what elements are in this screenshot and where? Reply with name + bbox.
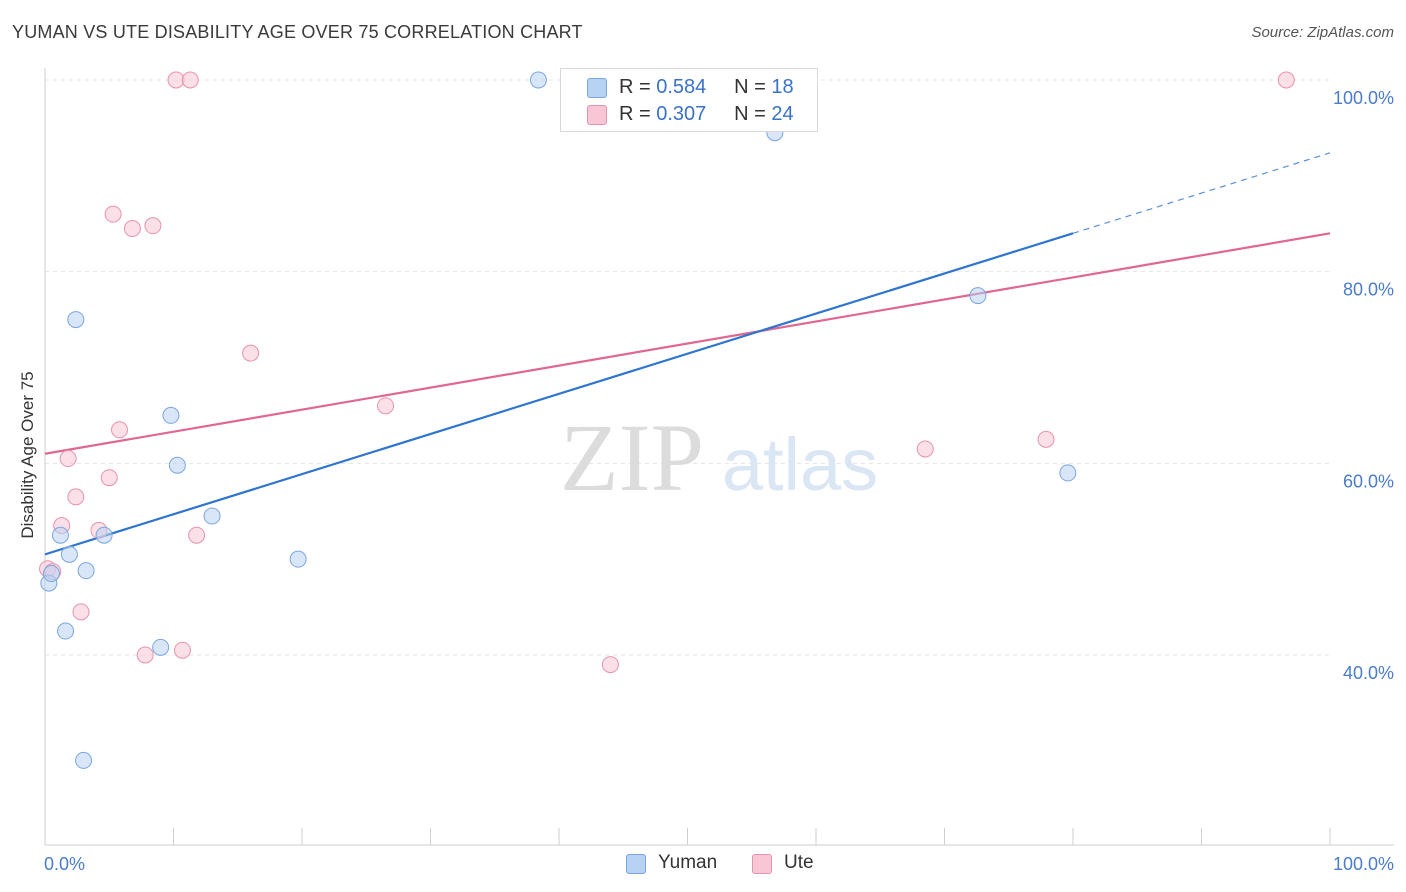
yuman-point-6 [75, 751, 93, 769]
yuman-r-value: 0.584 [656, 76, 707, 98]
yuman-point-8 [95, 526, 113, 544]
n-label: N = [734, 103, 766, 125]
yuman-point-5 [67, 311, 85, 329]
yuman-trend-line [44, 232, 1074, 556]
ute-point-5 [72, 603, 90, 621]
n-label: N = [734, 76, 766, 98]
yuman-point-2 [51, 526, 69, 544]
ute-point-12 [144, 217, 162, 235]
yuman-point-1 [42, 565, 60, 583]
ute-point-14 [173, 641, 191, 659]
source-credit: Source: ZipAtlas.com [1251, 24, 1394, 41]
ute-point-9 [111, 421, 129, 439]
y-tick-label-3: 100.0% [1333, 88, 1394, 108]
ute-point-17 [242, 344, 260, 362]
tick-labels: 40.0% 60.0% 80.0% 100.0% 0.0% 100.0% [44, 88, 1394, 874]
watermark-zip: ZIP [560, 404, 704, 511]
ute-point-18 [377, 397, 395, 415]
ute-r-value: 0.307 [656, 103, 707, 125]
yuman-point-9 [152, 638, 170, 656]
y-axis-label: Disability Age Over 75 [18, 371, 37, 538]
ute-n-value: 24 [771, 103, 794, 125]
watermark-atlas: atlas [722, 423, 878, 506]
yuman-point-3 [57, 622, 75, 640]
yuman-n-value: 18 [771, 76, 794, 98]
yuman-point-7 [77, 562, 95, 580]
watermark: ZIP atlas [560, 404, 878, 511]
r-label: R = [619, 103, 651, 125]
yuman-legend-swatch [626, 854, 646, 874]
yuman-point-12 [203, 507, 221, 525]
yuman-trend-extension [1072, 152, 1331, 234]
ute-point-10 [123, 220, 141, 238]
yuman-point-4 [60, 545, 78, 563]
ute-point-13 [167, 71, 185, 89]
ute-point-3 [59, 450, 77, 468]
stats-legend: R = 0.584 N = 18 R = 0.307 N = 24 [560, 68, 818, 132]
ute-point-4 [67, 488, 85, 506]
yuman-point-11 [168, 456, 186, 474]
y-tick-label-1: 60.0% [1343, 471, 1394, 491]
ute-point-8 [104, 205, 122, 223]
x-tick-label-0: 0.0% [44, 854, 85, 874]
ute-point-7 [100, 469, 118, 487]
yuman-point-17 [1059, 464, 1077, 482]
chart-title: YUMAN VS UTE DISABILITY AGE OVER 75 CORR… [12, 22, 583, 42]
yuman-point-14 [529, 71, 547, 89]
ute-point-15 [181, 71, 199, 89]
yuman-swatch [587, 78, 607, 98]
ute-point-23 [1277, 71, 1295, 89]
trend-lines [44, 152, 1331, 556]
yuman-legend-label: Yuman [658, 852, 718, 873]
axes [44, 68, 1394, 846]
grid-lines [45, 79, 1330, 656]
yuman-point-13 [289, 550, 307, 568]
ute-legend-swatch [752, 854, 772, 874]
ute-point-19 [601, 656, 619, 674]
ute-legend-label: Ute [784, 852, 814, 873]
ute-swatch [587, 105, 607, 125]
yuman-point-10 [162, 406, 180, 424]
ute-point-16 [188, 526, 206, 544]
ute-trend-line [44, 232, 1331, 455]
ute-point-21 [916, 440, 934, 458]
ute-point-11 [136, 646, 154, 664]
y-tick-label-2: 80.0% [1343, 280, 1394, 300]
r-label: R = [619, 76, 651, 98]
yuman-point-16 [969, 287, 987, 305]
ute-point-22 [1037, 430, 1055, 448]
x-tick-label-1: 100.0% [1333, 854, 1394, 874]
y-tick-label-0: 40.0% [1343, 663, 1394, 683]
